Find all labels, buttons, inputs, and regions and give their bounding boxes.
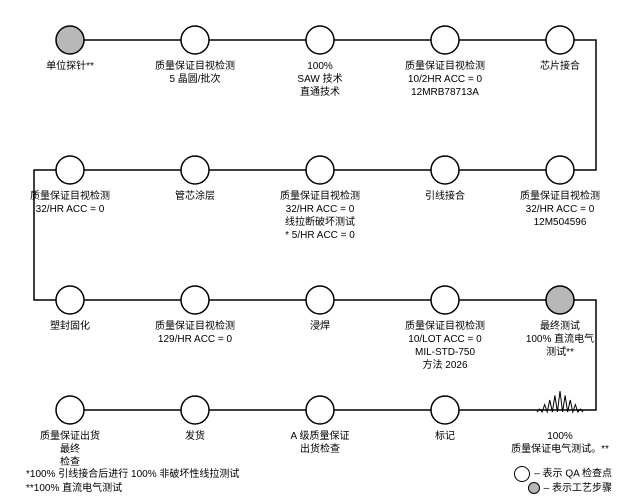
node-label-n17: 发货 <box>135 430 255 443</box>
node-label-n11: 塑封固化 <box>10 320 130 333</box>
node-label-n4: 质量保证目视检测 10/2HR ACC = 0 12MRB78713A <box>385 60 505 99</box>
node-label-n1: 单位探针** <box>10 60 130 73</box>
node-label-n16: 质量保证出货 最终 检查 <box>10 430 130 469</box>
node-label-n9: 引线接合 <box>385 190 505 203</box>
legend: – 表示 QA 检查点 – 表示工艺步骤 <box>514 466 612 496</box>
node-label-n18: A 级质量保证 出货检查 <box>260 430 380 456</box>
node-label-n13: 浸焊 <box>260 320 380 333</box>
node-label-n8: 质量保证目视检测 32/HR ACC = 0 线拉断破坏测试 * 5/HR AC… <box>260 190 380 242</box>
node-label-n15: 最终测试 100% 直流电气 测试** <box>500 320 620 359</box>
node-label-n3: 100% SAW 技术 直通技术 <box>260 60 380 99</box>
node-label-n20: 100% 质量保证电气测试。** <box>500 430 620 456</box>
node-label-n6: 质量保证目视检测 32/HR ACC = 0 <box>10 190 130 216</box>
footnote-2: **100% 直流电气测试 <box>26 482 239 496</box>
node-label-n2: 质量保证目视检测 5 晶圆/批次 <box>135 60 255 86</box>
flowchart-diagram: { "diagram": { "type": "flowchart", "wid… <box>0 0 630 504</box>
dot-icon <box>528 482 540 494</box>
legend-qa-checkpoint: – 表示 QA 检查点 <box>514 466 612 482</box>
footnote-1: *100% 引线接合后进行 100% 非破坏性线拉测试 <box>26 468 239 482</box>
legend-process-step: – 表示工艺步骤 <box>514 482 612 496</box>
circle-icon <box>514 466 530 482</box>
node-label-n10: 质量保证目视检测 32/HR ACC = 0 12M504596 <box>500 190 620 229</box>
node-label-n5: 芯片接合 <box>500 60 620 73</box>
node-label-n7: 管芯涂层 <box>135 190 255 203</box>
footnotes: *100% 引线接合后进行 100% 非破坏性线拉测试 **100% 直流电气测… <box>26 468 239 496</box>
node-label-n19: 标记 <box>385 430 505 443</box>
node-label-n14: 质量保证目视检测 10/LOT ACC = 0 MIL-STD-750 方法 2… <box>385 320 505 372</box>
node-label-n12: 质量保证目视检测 129/HR ACC = 0 <box>135 320 255 346</box>
